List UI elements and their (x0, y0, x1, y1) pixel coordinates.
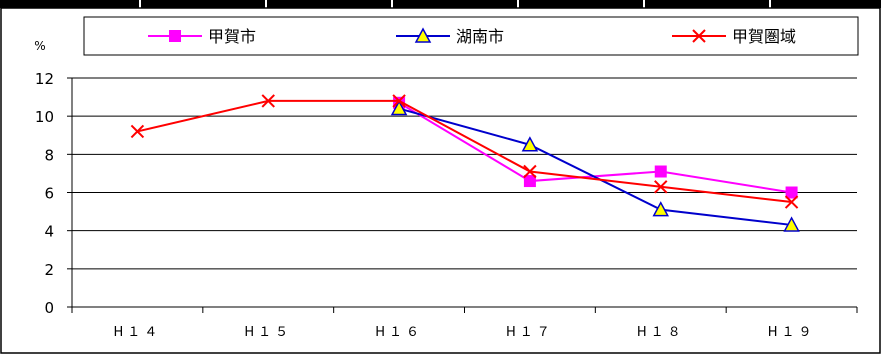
x-tick-label: H１５ (244, 325, 292, 340)
series-layer (130, 94, 800, 232)
legend-entry-2: 湖南市 (396, 27, 504, 46)
data-point (783, 216, 800, 232)
data-point (654, 165, 667, 178)
legend-box (83, 16, 859, 56)
legend-label: 甲賀市 (208, 27, 256, 46)
x-tick-label: H１９ (768, 325, 816, 340)
x-tick-label: H１７ (506, 325, 554, 340)
legend-label: 甲賀圏域 (732, 27, 796, 46)
y-tick-label: 10 (35, 108, 54, 126)
header-strip (0, 0, 881, 8)
x-tick-label: H１６ (375, 325, 423, 340)
x-axis-ticks: H１４ H１５ H１６ H１７ H１８ H１９ (71, 307, 858, 340)
y-tick-label: 6 (44, 185, 54, 203)
y-tick-label: 4 (44, 223, 54, 241)
data-point (523, 164, 537, 179)
y-axis-unit-label: % (34, 39, 45, 53)
x-tick-label: H１４ (114, 325, 162, 340)
gridlines (72, 77, 857, 270)
chart-border (0, 7, 881, 354)
series-3 (130, 94, 799, 209)
legend-label: 湖南市 (456, 27, 504, 46)
legend-swatch-marker (169, 30, 181, 42)
data-point (652, 201, 670, 217)
data-point (521, 136, 539, 152)
series-line (137, 99, 792, 204)
y-tick-label: 8 (44, 146, 54, 164)
data-point (784, 195, 799, 209)
header-cell-dividers (139, 0, 771, 8)
data-point (390, 99, 408, 116)
series-2 (390, 99, 800, 232)
legend-entry-1: 甲賀市 (148, 27, 256, 46)
data-point (392, 94, 406, 108)
data-point (130, 124, 145, 139)
y-tick-label: 2 (44, 261, 54, 279)
legend-entry-3: 甲賀圏域 (672, 27, 796, 46)
y-axis-ticks: 0 2 4 6 8 10 12 (35, 70, 72, 317)
y-tick-label: 12 (35, 70, 54, 88)
data-point (261, 94, 275, 108)
axes (71, 78, 857, 308)
series-1 (393, 96, 798, 199)
x-tick-label: H１８ (637, 325, 685, 340)
legend: 甲賀市 湖南市 甲賀圏域 (148, 27, 796, 46)
legend-swatch-marker (414, 27, 432, 43)
series-line (398, 107, 792, 226)
legend-swatch-marker (692, 29, 706, 43)
data-point (785, 186, 798, 199)
data-point (523, 175, 536, 188)
y-tick-label: 0 (44, 299, 54, 317)
data-point (654, 180, 668, 194)
